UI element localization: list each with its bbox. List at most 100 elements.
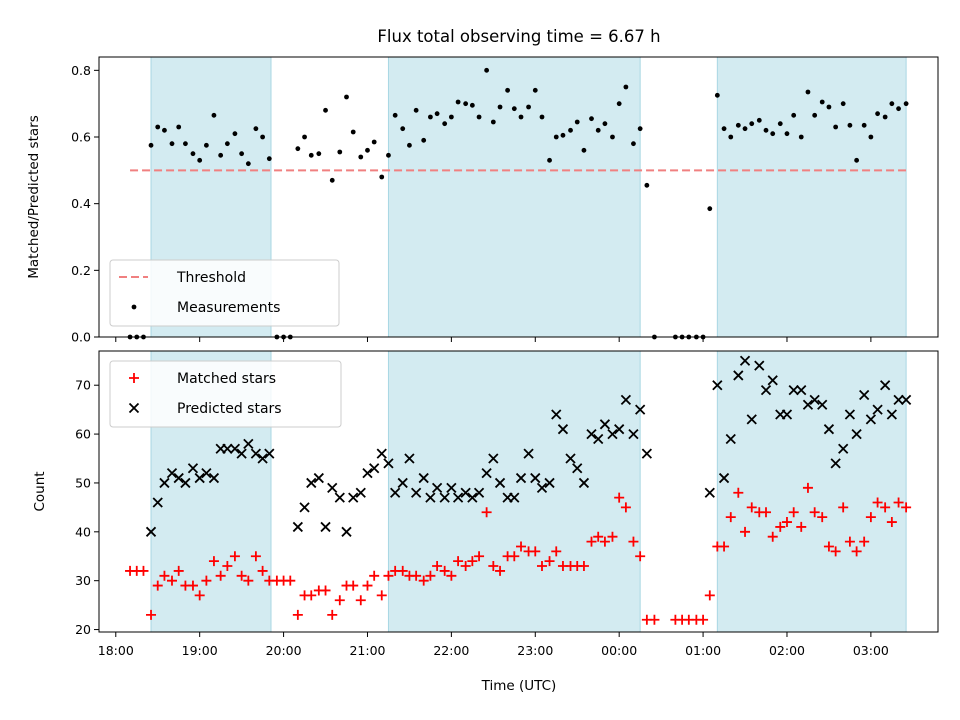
measurement-point [183,141,188,147]
measurement-point [365,147,370,153]
predicted-point [551,409,562,420]
predicted-point [754,360,765,371]
predicted-point [859,389,870,401]
measurement-point [707,206,713,212]
matched-point [166,575,177,586]
predicted-point [781,409,793,420]
matched-point [208,556,219,567]
predicted-point [746,414,757,425]
predicted-point [733,370,744,381]
measurement-point [568,127,573,133]
matched-point [886,517,897,528]
legend-label: Measurements [177,300,280,316]
matched-point [719,541,730,552]
predicted-point [544,477,555,489]
measurement-point [770,131,776,137]
ratio-panel: 0.0 0.2 0.4 0.6 0.8 Matched/Predicted stars Th… [26,56,939,345]
measurement-point [610,134,615,140]
measurement-point [323,107,328,113]
predicted-point [222,443,233,454]
matched-point [362,580,373,591]
measurement-point [295,146,301,152]
matched-point [823,541,834,552]
measurement-point [616,101,622,107]
measurement-point [875,111,880,117]
x-tick-label: 19:00 [182,643,218,658]
measurement-point [316,151,322,157]
predicted-point [369,463,380,474]
matched-point [698,614,709,625]
measurement-point [400,126,406,132]
measurement-point [358,154,364,160]
matched-point [817,512,828,523]
legend-predicted-swatch [128,402,140,414]
predicted-point [306,477,317,489]
matched-point [159,570,170,581]
measurement-point [371,139,377,145]
predicted-point [572,463,583,474]
matched-point [880,502,891,513]
measurement-point [574,119,580,125]
measurement-point [896,106,901,112]
predicted-point [334,492,345,503]
measurement-point [784,131,790,137]
matched-point [740,526,751,537]
measurement-point [379,174,385,180]
predicted-point [515,472,527,484]
predicted-point [530,472,541,484]
measurement-point [476,114,482,120]
legend-measurement-swatch [131,304,137,310]
measurement-point [623,84,629,90]
measurement-point [763,127,769,133]
counts-panel: 20 30 40 50 60 70 18:00 19:00 20:00 21:00 22:00 23:… [32,350,939,658]
measurement-point [302,134,307,140]
predicted-point [817,399,828,410]
predicted-point [229,443,241,454]
matched-point [236,570,247,581]
matched-point [536,561,547,572]
predicted-point [243,438,254,449]
matched-point [628,536,639,547]
chart-title: Flux total observing time = 6.67 h [377,27,660,46]
predicted-point [628,428,639,440]
predicted-point [236,448,247,459]
matched-point [495,565,506,576]
predicted-point [208,472,220,484]
matched-point [893,497,904,508]
predicted-point [201,468,212,479]
measurement-point [511,106,517,112]
measurement-point [148,142,154,148]
y-tick-label: 30 [75,573,91,588]
measurement-point [518,114,524,120]
predicted-point [418,472,429,484]
matched-point [229,551,240,562]
matched-point [222,561,233,572]
measurement-point [413,107,419,113]
measurement-point [728,134,734,140]
matched-point [152,580,163,591]
matched-point [704,590,715,601]
matched-point [781,517,792,528]
measurement-point [539,114,545,120]
predicted-point [788,384,799,396]
predicted-point [704,487,715,498]
predicted-point [767,375,778,386]
x-tick-label: 03:00 [853,643,889,658]
predicted-point [460,487,471,498]
predicted-point [145,526,157,537]
predicted-point [299,502,310,513]
predicted-point [830,458,841,469]
predicted-point [355,487,366,498]
matched-point [383,570,394,581]
matched-point [725,512,736,523]
matched-point [509,551,520,562]
predicted-point [383,458,394,469]
predicted-point [257,453,268,464]
matched-point [425,570,436,581]
matched-point [397,565,408,576]
predicted-point [523,448,534,459]
matched-point [327,609,338,620]
predicted-point [802,399,814,410]
measurement-point [386,152,391,158]
measurement-point [791,112,797,118]
